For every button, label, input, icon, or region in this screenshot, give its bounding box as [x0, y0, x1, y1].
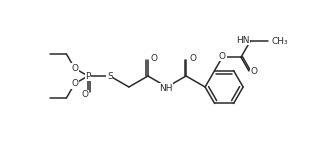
Text: S: S	[107, 71, 113, 80]
Text: O: O	[82, 90, 88, 99]
Text: HN: HN	[236, 36, 249, 44]
Text: NH: NH	[159, 84, 173, 93]
Text: O: O	[189, 54, 196, 63]
Text: O: O	[219, 52, 226, 61]
Text: CH₃: CH₃	[272, 37, 289, 46]
Text: P: P	[85, 71, 91, 80]
Text: O: O	[151, 54, 158, 63]
Text: O: O	[71, 64, 78, 73]
Text: O: O	[251, 67, 258, 76]
Text: O: O	[71, 79, 78, 88]
